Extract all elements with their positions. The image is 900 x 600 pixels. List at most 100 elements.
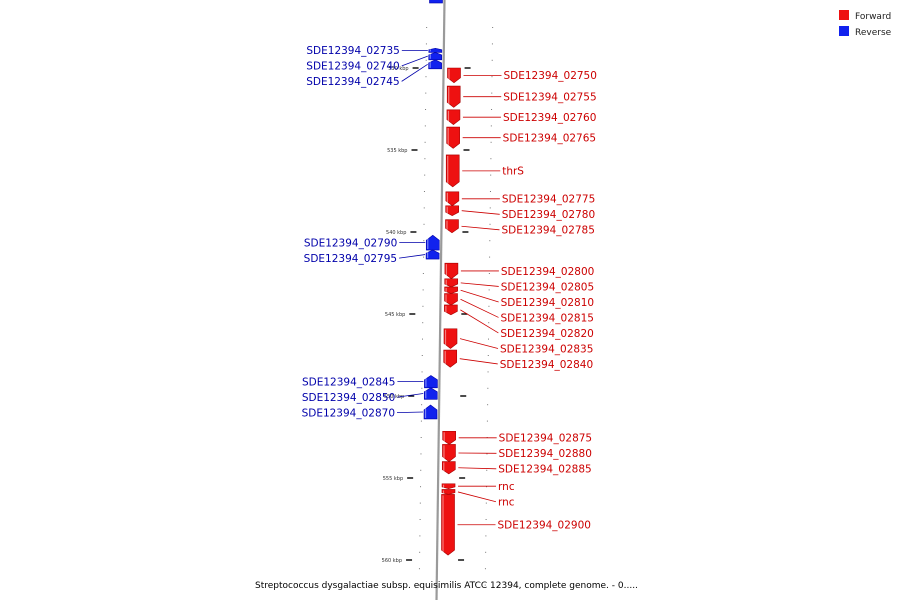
gene-arrow[interactable]: [443, 349, 458, 368]
label-leader-line: [459, 358, 498, 365]
gene-label[interactable]: SDE12394_02755: [503, 92, 596, 104]
ruler-dot: [421, 355, 423, 356]
tick-label: 545 kbp: [385, 312, 405, 318]
ruler-dot: [492, 27, 494, 28]
gene-label[interactable]: SDE12394_02900: [498, 520, 591, 532]
gene-label[interactable]: rnc: [498, 481, 515, 493]
ruler-dot: [421, 387, 423, 389]
gene-arrow[interactable]: [444, 262, 459, 280]
ruler-dot: [489, 256, 491, 258]
gene-label[interactable]: SDE12394_02760: [503, 112, 596, 124]
gene-arrow[interactable]: [425, 249, 440, 260]
gene-arrow[interactable]: [445, 205, 459, 216]
tick-label: 535 kbp: [387, 148, 407, 154]
ruler-dot: [423, 223, 425, 225]
ruler-dot: [491, 109, 493, 110]
gene-arrow[interactable]: [441, 489, 456, 495]
gene-arrow[interactable]: [442, 430, 456, 445]
ruler-dot: [425, 59, 427, 61]
ruler-dot: [485, 551, 487, 553]
ruler-dot: [485, 519, 487, 520]
ruler-dot: [487, 387, 489, 389]
genome-caption: Streptococcus dysgalactiae subsp. equisi…: [255, 581, 638, 591]
ruler-dot: [486, 486, 488, 488]
gene-arrow[interactable]: [429, 0, 443, 4]
gene-label[interactable]: thrS: [502, 166, 524, 178]
gene-arrow[interactable]: [441, 483, 456, 489]
ruler-dot: [420, 420, 422, 422]
ruler-dot: [489, 207, 491, 209]
gene-label[interactable]: SDE12394_02820: [500, 328, 593, 340]
gene-label[interactable]: SDE12394_02765: [503, 133, 596, 145]
ruler-dot: [485, 535, 487, 537]
gene-label[interactable]: SDE12394_02800: [501, 266, 594, 278]
gene-label[interactable]: SDE12394_02885: [498, 464, 591, 476]
label-leader-line: [397, 411, 424, 414]
gene-label[interactable]: SDE12394_02850: [302, 392, 395, 404]
gene-label[interactable]: SDE12394_02845: [302, 376, 395, 388]
ruler-dot: [418, 584, 420, 586]
gene-arrow[interactable]: [446, 126, 460, 149]
gene-label[interactable]: SDE12394_02880: [498, 448, 591, 460]
gene-label[interactable]: SDE12394_02810: [501, 297, 594, 309]
label-leader-line: [461, 225, 500, 231]
tick-label: 540 kbp: [386, 230, 406, 236]
label-leader-line: [460, 289, 499, 303]
ruler-dot: [490, 158, 492, 160]
gene-arrow[interactable]: [444, 278, 459, 288]
gene-arrow[interactable]: [447, 67, 461, 84]
gene-label[interactable]: SDE12394_02875: [499, 433, 592, 445]
gene-label[interactable]: SDE12394_02870: [302, 407, 395, 419]
ruler-dot: [490, 174, 492, 176]
gene-arrow[interactable]: [445, 191, 460, 207]
gene-label[interactable]: SDE12394_02775: [502, 194, 595, 206]
gene-arrow[interactable]: [445, 219, 459, 234]
ruler-dot: [419, 502, 421, 504]
gene-arrow[interactable]: [446, 85, 461, 108]
label-leader-line: [461, 210, 500, 215]
gene-label[interactable]: SDE12394_02795: [304, 253, 397, 265]
gene-label[interactable]: SDE12394_02805: [501, 281, 594, 293]
ruler-ticks: 530 kbp 535 kbp 540 kbp 545 kbp 550 kbp 555 k…: [382, 27, 494, 586]
ruler-dot: [487, 338, 489, 340]
gene-label[interactable]: SDE12394_02745: [306, 76, 399, 88]
gene-label[interactable]: SDE12394_02750: [503, 70, 596, 82]
gene-arrow[interactable]: [441, 461, 456, 475]
gene-label[interactable]: rnc: [498, 497, 515, 509]
label-leader-line: [458, 467, 497, 470]
gene-label[interactable]: SDE12394_02835: [500, 343, 593, 355]
label-leader-line: [460, 282, 499, 287]
gene-label[interactable]: SDE12394_02780: [502, 209, 595, 221]
gene-label[interactable]: SDE12394_02790: [304, 237, 397, 249]
label-leader-line: [397, 393, 424, 398]
legend-forward-swatch: [839, 10, 849, 20]
gene-label[interactable]: SDE12394_02840: [500, 359, 593, 371]
tick-label: 560 kbp: [382, 558, 402, 564]
ruler-dot: [491, 76, 493, 78]
gene-arrow[interactable]: [441, 494, 455, 556]
gene-arrow[interactable]: [442, 444, 456, 462]
legend: Forward Reverse: [839, 10, 892, 38]
ruler-dot: [488, 305, 490, 307]
gene-arrow[interactable]: [423, 387, 438, 400]
ruler-dot: [422, 289, 424, 291]
ruler-dot: [418, 568, 420, 570]
gene-label[interactable]: SDE12394_02740: [306, 61, 399, 73]
gene-arrow[interactable]: [444, 286, 458, 294]
gene-arrow[interactable]: [444, 304, 458, 316]
gene-arrow[interactable]: [444, 293, 458, 306]
ruler-dot: [420, 453, 422, 455]
gene-arrow[interactable]: [446, 109, 461, 125]
gene-label[interactable]: SDE12394_02815: [501, 312, 594, 324]
gene-arrow[interactable]: [428, 59, 442, 70]
gene-label[interactable]: SDE12394_02785: [501, 225, 594, 237]
ruler-dot: [489, 191, 491, 192]
gene-arrow[interactable]: [443, 328, 458, 349]
gene-arrow[interactable]: [445, 154, 460, 188]
ruler-dot: [422, 273, 424, 274]
gene-arrow[interactable]: [423, 404, 438, 420]
gene-label[interactable]: SDE12394_02735: [306, 45, 399, 57]
ruler-dot: [425, 43, 427, 45]
